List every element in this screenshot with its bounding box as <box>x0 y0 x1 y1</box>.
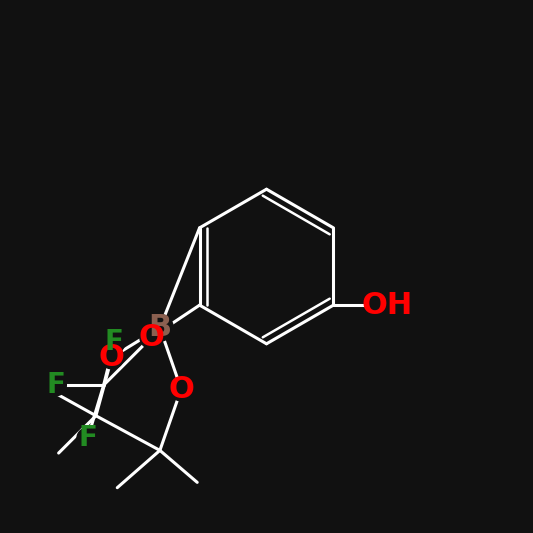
Text: O: O <box>99 343 125 372</box>
Text: OH: OH <box>361 290 413 320</box>
Circle shape <box>103 332 125 353</box>
Circle shape <box>77 427 98 449</box>
Text: O: O <box>168 375 194 403</box>
Text: F: F <box>78 424 97 453</box>
Circle shape <box>140 325 163 349</box>
Text: F: F <box>105 328 124 357</box>
Circle shape <box>45 375 66 395</box>
Circle shape <box>100 345 124 369</box>
Circle shape <box>147 314 173 341</box>
Circle shape <box>169 377 193 401</box>
Text: B: B <box>148 313 172 342</box>
Circle shape <box>368 287 406 324</box>
Text: F: F <box>46 371 65 399</box>
Text: O: O <box>139 322 165 352</box>
